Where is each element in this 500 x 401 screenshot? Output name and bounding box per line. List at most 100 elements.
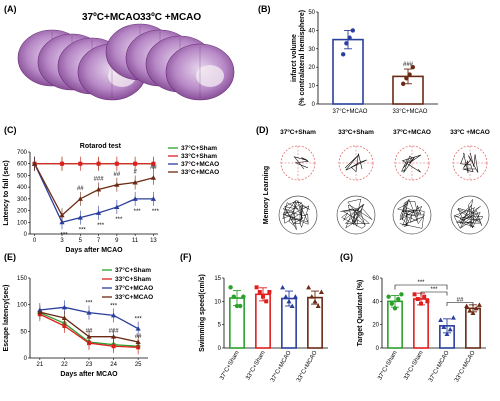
data-point xyxy=(95,210,102,215)
panel-d-label: (D) xyxy=(256,125,269,135)
panel-c-label: (C) xyxy=(4,125,17,135)
data-point xyxy=(404,76,409,81)
significance-label: ## xyxy=(135,334,142,340)
x-tick-label: 3 xyxy=(60,238,64,244)
data-point xyxy=(470,310,476,315)
data-point xyxy=(59,212,65,218)
x-tick-label: 37°C+MCAO xyxy=(428,350,451,384)
data-point xyxy=(306,284,312,290)
data-point xyxy=(392,306,398,311)
swim-path xyxy=(340,198,373,229)
data-point xyxy=(114,161,119,166)
x-tick-label: 22 xyxy=(61,362,68,368)
data-point xyxy=(78,161,83,166)
significance-label: ## xyxy=(114,172,121,178)
y-tick-label: 40 xyxy=(372,299,379,305)
data-point xyxy=(60,161,64,166)
legend-label: 37°C+Sham xyxy=(181,144,217,152)
data-point xyxy=(412,292,417,297)
x-tick-label: 33°C+Sham xyxy=(245,350,266,381)
data-point xyxy=(133,161,138,166)
x-tick-label: 37°C+MCAO xyxy=(270,350,293,384)
x-tick-label: 33°C+Sham xyxy=(403,350,424,381)
significance-label: # xyxy=(133,169,137,175)
data-point xyxy=(425,299,430,304)
data-point xyxy=(264,299,269,304)
data-point xyxy=(110,312,117,318)
significance-label: *** xyxy=(85,301,93,307)
panel-b-label: (B) xyxy=(258,4,271,14)
data-point xyxy=(407,72,412,77)
data-point xyxy=(473,305,479,311)
data-point xyxy=(396,296,401,302)
y-tick-label: 5 xyxy=(218,323,222,329)
bar xyxy=(413,298,429,349)
x-axis-label: Days after MCAO xyxy=(60,371,118,378)
pool-circle xyxy=(392,195,432,235)
data-point xyxy=(441,324,447,329)
y-tick-label: 0 xyxy=(218,346,222,352)
x-tick-label: 11 xyxy=(132,238,139,244)
x-tick-label: 23 xyxy=(86,362,93,368)
data-point xyxy=(77,215,83,220)
significance-label: *** xyxy=(135,317,143,323)
bar xyxy=(332,38,364,105)
significance-label: *** xyxy=(115,217,123,223)
data-point xyxy=(315,303,321,308)
data-point xyxy=(280,284,286,290)
pool-circle xyxy=(450,195,490,235)
y-axis-label: Escape latency(sec) xyxy=(3,285,10,352)
x-tick-label: 24 xyxy=(110,362,117,368)
data-point xyxy=(228,285,233,290)
significance-label: ## xyxy=(457,298,464,304)
data-point xyxy=(422,294,427,299)
significance-label: *** xyxy=(430,287,438,293)
x-tick-label: 5 xyxy=(79,238,83,244)
data-point xyxy=(114,204,120,210)
data-point xyxy=(415,297,420,301)
pool-circle xyxy=(336,195,376,235)
data-point xyxy=(447,326,453,332)
infarct-region xyxy=(196,65,224,87)
panel-a: (A) 37ºC+MCAO 33ºC +MCAO xyxy=(4,4,235,101)
swim-path xyxy=(460,152,479,174)
data-point xyxy=(286,298,292,304)
column-header: 37ºC+Sham xyxy=(280,129,316,136)
significance-label: ## xyxy=(150,165,157,171)
y-tick-label: 0 xyxy=(24,232,28,238)
data-point xyxy=(37,309,43,315)
significance-bracket xyxy=(394,284,448,290)
y-tick-label: 200 xyxy=(17,209,28,215)
x-tick-label: 7 xyxy=(97,238,101,244)
chart-title: Rotarod test xyxy=(80,143,122,150)
x-tick-label: 37°C+Sham xyxy=(219,350,240,381)
data-point xyxy=(261,294,265,299)
y-tick-label: 0 xyxy=(312,102,316,108)
x-tick-label: 21 xyxy=(36,362,43,368)
legend-label: 33°C+MCAO xyxy=(181,168,219,176)
legend-label: 37°C+MCAO xyxy=(181,160,219,168)
data-point xyxy=(234,303,240,309)
chart-e: 0 50 100 150 21 22 23 24 25 Days after MCAO Escape… xyxy=(3,266,153,378)
chart-b: 0 10 20 30 40 50 infarct volume (% contralatera… xyxy=(291,10,438,115)
data-point xyxy=(96,161,101,166)
significance-bracket xyxy=(446,302,474,306)
y-axis-label: Swimming speed(cm/s) xyxy=(199,274,206,352)
data-point xyxy=(132,196,138,201)
significance-label: ## xyxy=(86,329,93,335)
column-header: 33ºC+Sham xyxy=(338,129,374,136)
significance-label: *** xyxy=(134,209,142,215)
y-tick-label: 20 xyxy=(308,65,315,71)
significance-label: ### xyxy=(403,62,414,68)
x-tick-label: 9 xyxy=(115,238,119,244)
data-point xyxy=(254,285,259,290)
significance-label: ## xyxy=(77,186,84,192)
bar xyxy=(307,296,323,349)
significance-label: *** xyxy=(97,223,105,229)
data-point xyxy=(419,301,423,306)
significance-label: ### xyxy=(109,329,120,335)
